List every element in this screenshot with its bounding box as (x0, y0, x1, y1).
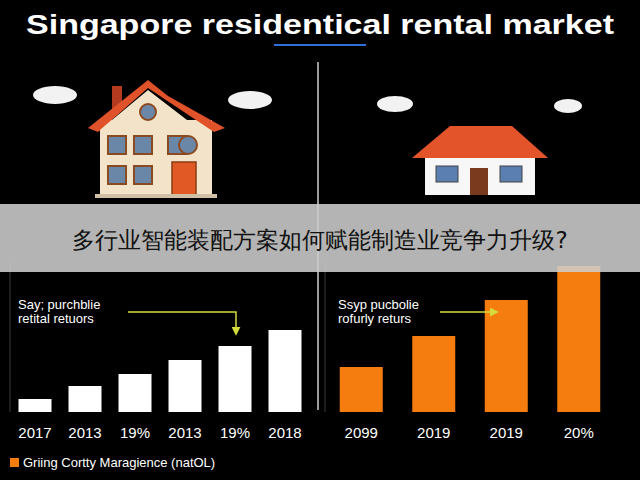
annotation: Ssyp pucbolie (338, 297, 419, 312)
title-underline (274, 44, 366, 46)
house-roof (88, 80, 225, 132)
x-tick-label: 2099 (345, 424, 378, 441)
chart: 2017 2013 19% 2013 19% 2018 Say; purchbliereti… (10, 262, 302, 441)
legend-swatch (10, 458, 19, 467)
window (436, 166, 458, 182)
legend-label: Griing Cortty Maragience (natOL) (23, 455, 215, 470)
chart: 2099 2019 2019 20% Ssyp pucbolierofurly retu… (325, 262, 600, 441)
bar (119, 374, 152, 412)
round-window (140, 104, 156, 120)
cloud (228, 91, 272, 109)
bar (485, 300, 528, 412)
cloud (554, 99, 582, 113)
window (134, 136, 152, 154)
annotation: Say; purchblie (18, 297, 100, 312)
house-large (33, 80, 272, 198)
x-tick-label: 2017 (18, 424, 51, 441)
bar (19, 399, 52, 412)
cloud (33, 86, 77, 104)
window (108, 136, 126, 154)
window (134, 166, 152, 184)
bars (19, 330, 302, 412)
house-small (377, 96, 582, 195)
x-tick-label: 2019 (490, 424, 523, 441)
title: Singapore residentical rental market (26, 10, 614, 40)
y-axis-line (325, 262, 326, 412)
house-gable (100, 90, 200, 130)
bar (557, 266, 600, 412)
door (470, 168, 488, 195)
bars (340, 266, 601, 412)
door (172, 162, 196, 196)
x-tick-label: 2013 (168, 424, 201, 441)
bar (219, 346, 252, 412)
cloud (377, 96, 413, 112)
bar (412, 336, 455, 412)
y-axis-line (10, 262, 11, 412)
annotation: retital retuors (18, 311, 94, 326)
banner (0, 204, 640, 272)
house-wall (425, 155, 535, 195)
banner-text: 多行业智能装配方案如何赋能制造业竞争力升级? (72, 227, 567, 253)
annotation-arrow (128, 312, 236, 334)
x-tick-label: 20% (564, 424, 594, 441)
house-wall (100, 120, 212, 196)
bar (69, 386, 102, 412)
annotation: rofurly returs (338, 311, 411, 326)
x-tick-label: 2018 (268, 424, 301, 441)
x-tick-label: 19% (120, 424, 150, 441)
window (108, 166, 126, 184)
window (500, 166, 522, 182)
bar (340, 367, 383, 412)
x-tick-label: 2013 (68, 424, 101, 441)
x-tick-label: 19% (220, 424, 250, 441)
x-tick-label: 2019 (417, 424, 450, 441)
stage: Singapore residentical rental market 2017… (0, 0, 640, 480)
background (0, 0, 640, 480)
round-window (179, 136, 197, 154)
house-roof (412, 126, 548, 158)
bar (169, 360, 202, 412)
house-base (95, 194, 217, 198)
annotation-arrow (440, 311, 497, 313)
bar (269, 330, 302, 412)
